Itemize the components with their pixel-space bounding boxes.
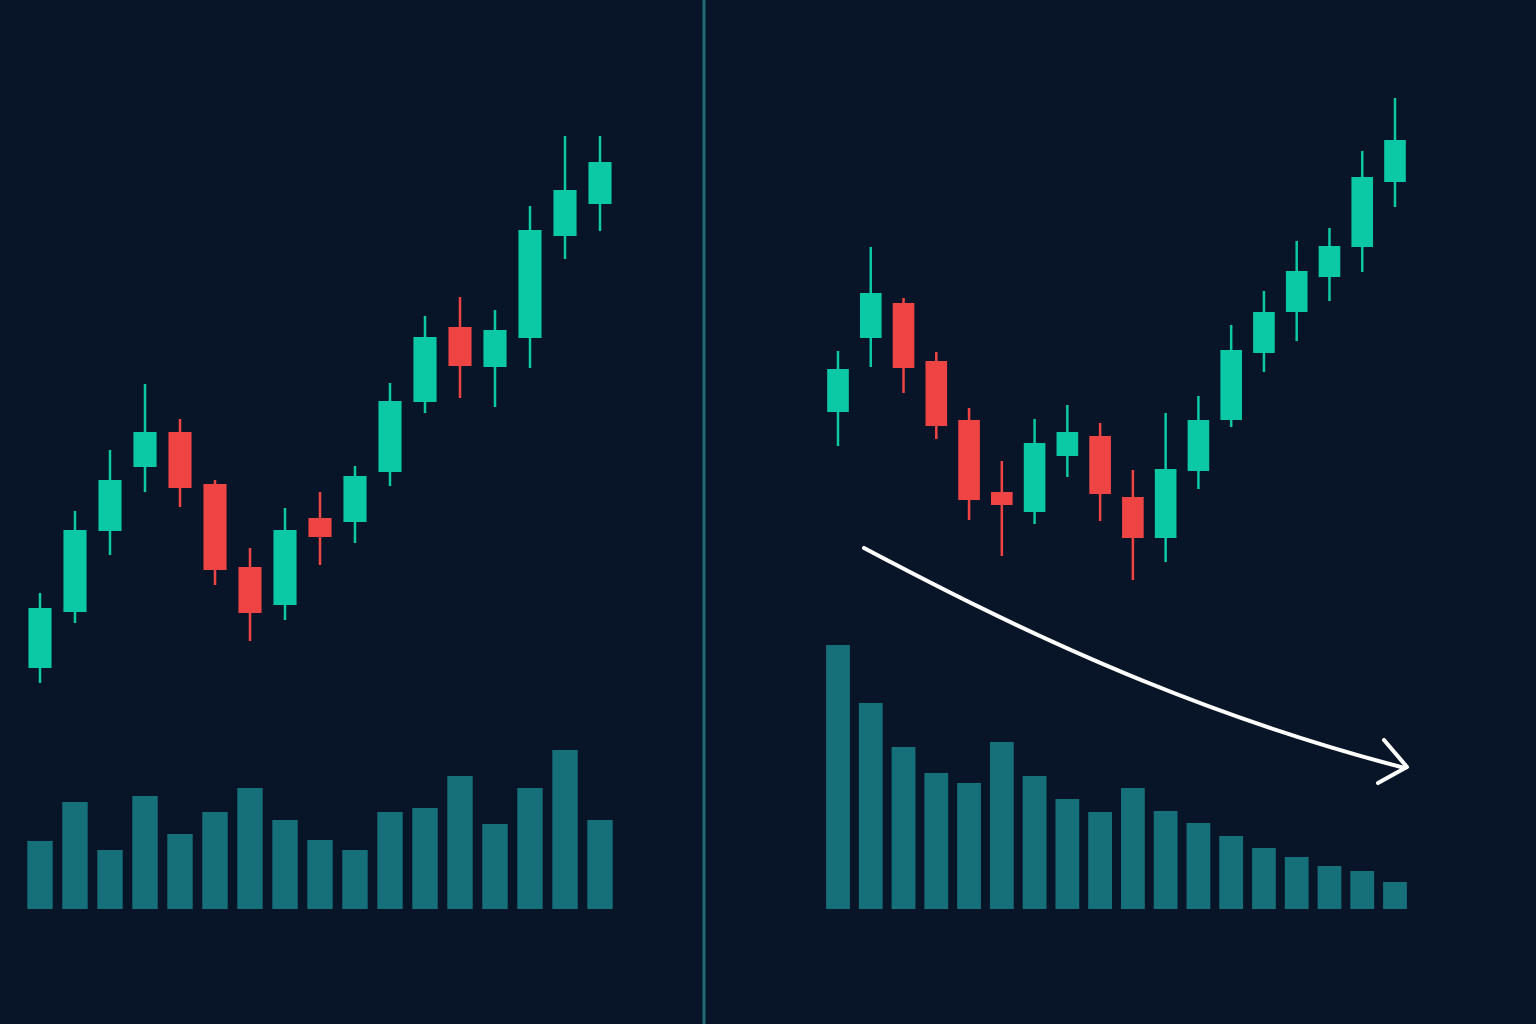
candle-body bbox=[827, 369, 849, 412]
volume-bar bbox=[377, 812, 403, 909]
candle-body bbox=[413, 337, 437, 402]
volume-bar bbox=[1088, 812, 1113, 909]
volume-bar bbox=[342, 850, 368, 909]
candle-body bbox=[238, 567, 262, 613]
candle-body bbox=[1384, 140, 1406, 182]
volume-bar bbox=[27, 841, 53, 909]
candle-body bbox=[378, 401, 402, 472]
candle-body bbox=[308, 518, 332, 537]
volume-bar bbox=[1153, 811, 1178, 909]
candle-body bbox=[1154, 469, 1177, 538]
volume-bar bbox=[447, 776, 473, 909]
volume-bar bbox=[826, 645, 850, 909]
volume-bar bbox=[132, 796, 158, 909]
volume-bar bbox=[858, 703, 883, 909]
candle-body bbox=[925, 361, 948, 426]
candle-body bbox=[991, 492, 1013, 505]
candle-body bbox=[28, 608, 52, 668]
volume-bar bbox=[587, 820, 613, 909]
candle-body bbox=[958, 420, 980, 500]
volume-bar bbox=[1350, 871, 1375, 909]
candle-body bbox=[1285, 271, 1308, 312]
volume-bar bbox=[1252, 848, 1276, 909]
candle-body bbox=[1056, 432, 1079, 456]
volume-bar bbox=[924, 773, 949, 909]
volume-bar bbox=[237, 788, 263, 909]
candle-body bbox=[448, 327, 472, 366]
candle-body bbox=[1023, 443, 1046, 512]
candle-body bbox=[1187, 420, 1210, 471]
volume-bar bbox=[1120, 788, 1145, 909]
volume-bar bbox=[957, 783, 981, 909]
plots bbox=[27, 98, 1407, 909]
volume-bar bbox=[1219, 836, 1244, 909]
volume-bar bbox=[1186, 823, 1211, 909]
volume-bar bbox=[1284, 857, 1309, 909]
candle-body bbox=[1318, 246, 1341, 277]
candle-body bbox=[63, 530, 87, 612]
candle-body bbox=[273, 530, 297, 605]
candle-body bbox=[518, 230, 542, 338]
volume-bar bbox=[1055, 799, 1080, 909]
volume-bar bbox=[202, 812, 228, 909]
trend-arrow bbox=[862, 546, 1407, 770]
volume-bar bbox=[1022, 776, 1047, 909]
candle-body bbox=[859, 293, 882, 338]
volume-bar bbox=[891, 747, 916, 909]
candle-body bbox=[168, 432, 192, 488]
candle-body bbox=[1089, 436, 1111, 494]
candle-body bbox=[343, 476, 367, 522]
candle-body bbox=[133, 432, 157, 467]
candle-body bbox=[892, 303, 915, 368]
candle-body bbox=[98, 480, 122, 531]
volume-bar bbox=[62, 802, 88, 909]
candle-body bbox=[1351, 177, 1374, 247]
volume-bar bbox=[552, 750, 578, 909]
candle-body bbox=[1220, 350, 1242, 420]
candle-body bbox=[203, 484, 227, 570]
volume-bar bbox=[167, 834, 193, 909]
trend-arrow-head bbox=[1376, 738, 1409, 785]
candle-body bbox=[553, 190, 577, 236]
volume-bar bbox=[1383, 882, 1407, 909]
volume-bar bbox=[482, 824, 508, 909]
candle-body bbox=[588, 162, 612, 204]
candle-body bbox=[483, 330, 507, 367]
volume-bar bbox=[307, 840, 333, 909]
candle-body bbox=[1253, 312, 1275, 353]
volume-bar bbox=[97, 850, 123, 909]
volume-bar bbox=[272, 820, 298, 909]
volume-bar bbox=[412, 808, 438, 909]
candle-body bbox=[1122, 497, 1144, 538]
volume-bar bbox=[1317, 866, 1342, 909]
volume-bar bbox=[517, 788, 543, 909]
volume-bar bbox=[989, 742, 1014, 909]
